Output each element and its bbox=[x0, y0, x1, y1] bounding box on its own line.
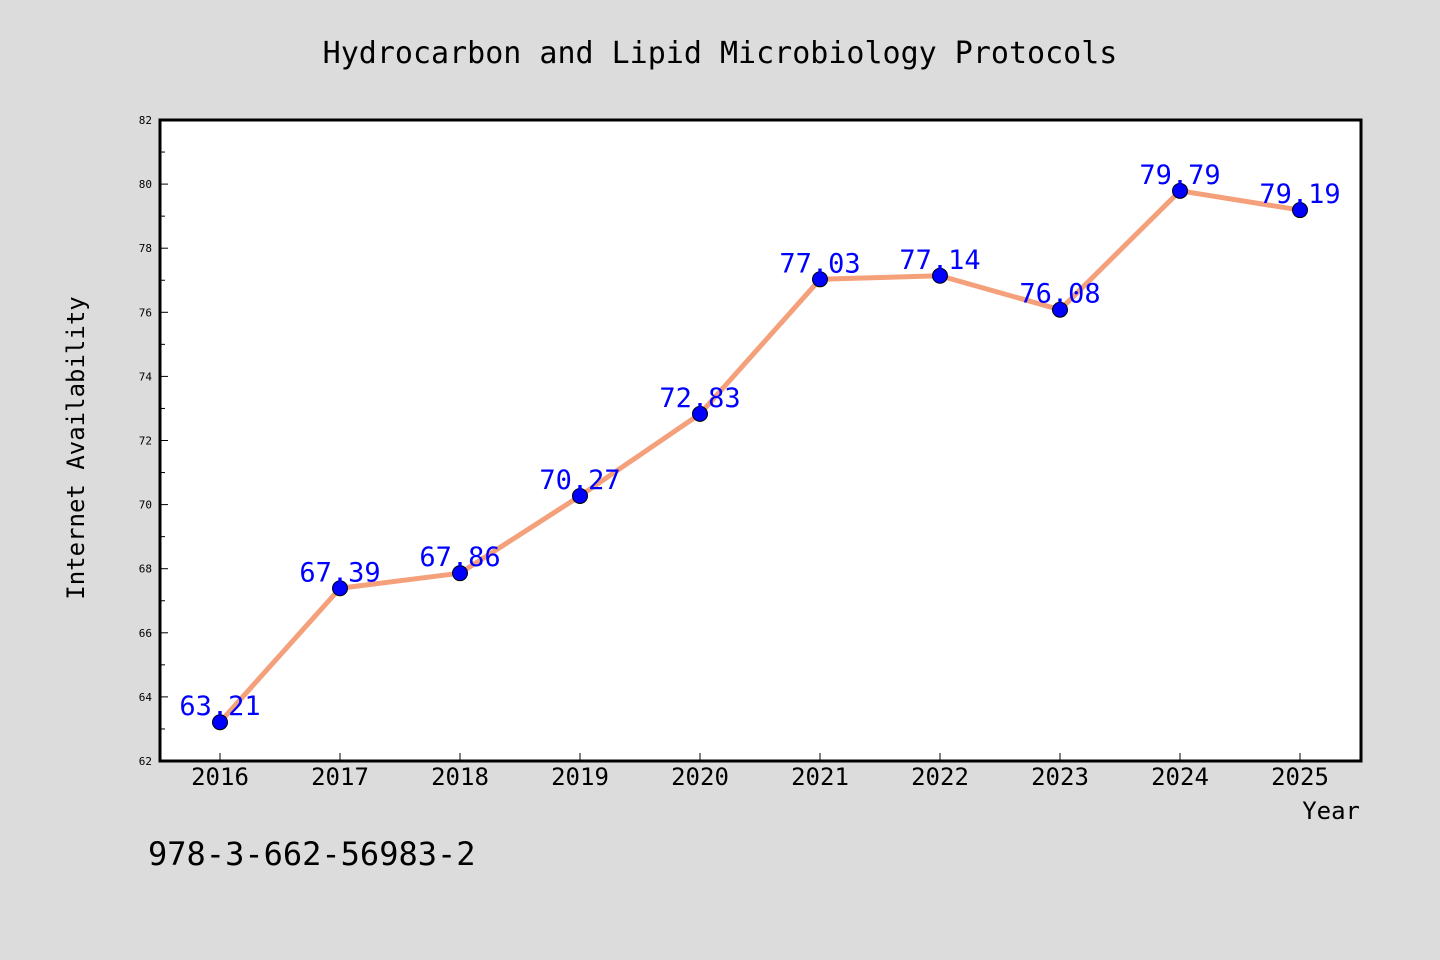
x-tick-label: 2022 bbox=[911, 763, 969, 791]
y-tick-label: 82 bbox=[139, 114, 152, 127]
data-label: 79.79 bbox=[1139, 160, 1220, 191]
chart-title: Hydrocarbon and Lipid Microbiology Proto… bbox=[323, 36, 1118, 71]
x-tick-label: 2016 bbox=[191, 763, 249, 791]
data-label: 77.14 bbox=[899, 245, 980, 276]
y-tick-label: 80 bbox=[139, 178, 152, 191]
x-tick-label: 2017 bbox=[311, 763, 369, 791]
data-point bbox=[212, 714, 228, 731]
y-axis-label: Internet Availability bbox=[62, 296, 90, 599]
series-line bbox=[217, 188, 1303, 725]
x-tick-label: 2023 bbox=[1031, 763, 1089, 791]
x-tick-label: 2024 bbox=[1151, 763, 1209, 791]
y-tick-label: 70 bbox=[139, 499, 152, 512]
x-tick-label: 2019 bbox=[551, 763, 609, 791]
y-tick-label: 68 bbox=[139, 563, 152, 576]
data-label: 63.21 bbox=[179, 691, 260, 722]
x-axis-label: Year bbox=[1302, 797, 1360, 825]
data-label: 79.19 bbox=[1259, 179, 1340, 210]
y-tick-label: 66 bbox=[139, 627, 152, 640]
data-point bbox=[812, 271, 828, 288]
data-label: 76.08 bbox=[1019, 279, 1100, 310]
y-tick-label: 62 bbox=[139, 755, 152, 768]
data-point bbox=[572, 487, 588, 504]
data-point bbox=[452, 565, 468, 582]
data-label: 67.39 bbox=[299, 557, 380, 588]
data-point bbox=[1292, 202, 1308, 219]
data-labels: 63.21 67.39 67.86 70.27 72.83 77.03 77.14 76.08… bbox=[179, 160, 1340, 722]
data-point bbox=[692, 405, 708, 422]
data-point bbox=[932, 267, 948, 284]
data-point bbox=[1052, 301, 1068, 318]
isbn-text: 978-3-662-56983-2 bbox=[148, 835, 476, 873]
x-tick-label: 2021 bbox=[791, 763, 849, 791]
y-tick-label: 74 bbox=[139, 370, 153, 383]
data-point bbox=[332, 580, 348, 597]
x-tick-label: 2025 bbox=[1271, 763, 1329, 791]
data-label: 70.27 bbox=[539, 465, 620, 496]
y-tick-label: 72 bbox=[139, 435, 152, 448]
x-tick-label: 2020 bbox=[671, 763, 729, 791]
plot-area bbox=[158, 118, 1363, 763]
x-axis: 2016 2017 2018 2019 2020 2021 2022 2023 2024 2025 bbox=[191, 753, 1329, 791]
data-point bbox=[1172, 182, 1188, 199]
y-axis: 62 64 66 68 70 72 74 76 78 80 82 bbox=[139, 114, 168, 768]
data-label: 77.03 bbox=[779, 248, 860, 279]
y-tick-label: 64 bbox=[139, 691, 153, 704]
data-label: 67.86 bbox=[419, 542, 500, 573]
series-layer bbox=[212, 182, 1308, 731]
y-tick-label: 76 bbox=[139, 306, 152, 319]
x-tick-label: 2018 bbox=[431, 763, 489, 791]
y-tick-label: 78 bbox=[139, 242, 152, 255]
data-label: 72.83 bbox=[659, 383, 740, 414]
